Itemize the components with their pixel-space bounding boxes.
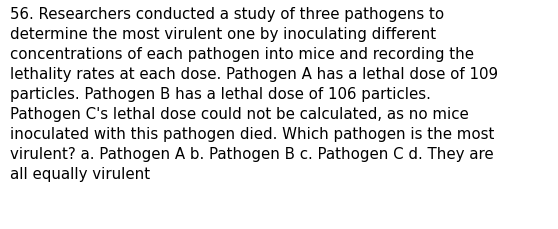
Text: 56. Researchers conducted a study of three pathogens to
determine the most virul: 56. Researchers conducted a study of thr… (10, 7, 498, 181)
